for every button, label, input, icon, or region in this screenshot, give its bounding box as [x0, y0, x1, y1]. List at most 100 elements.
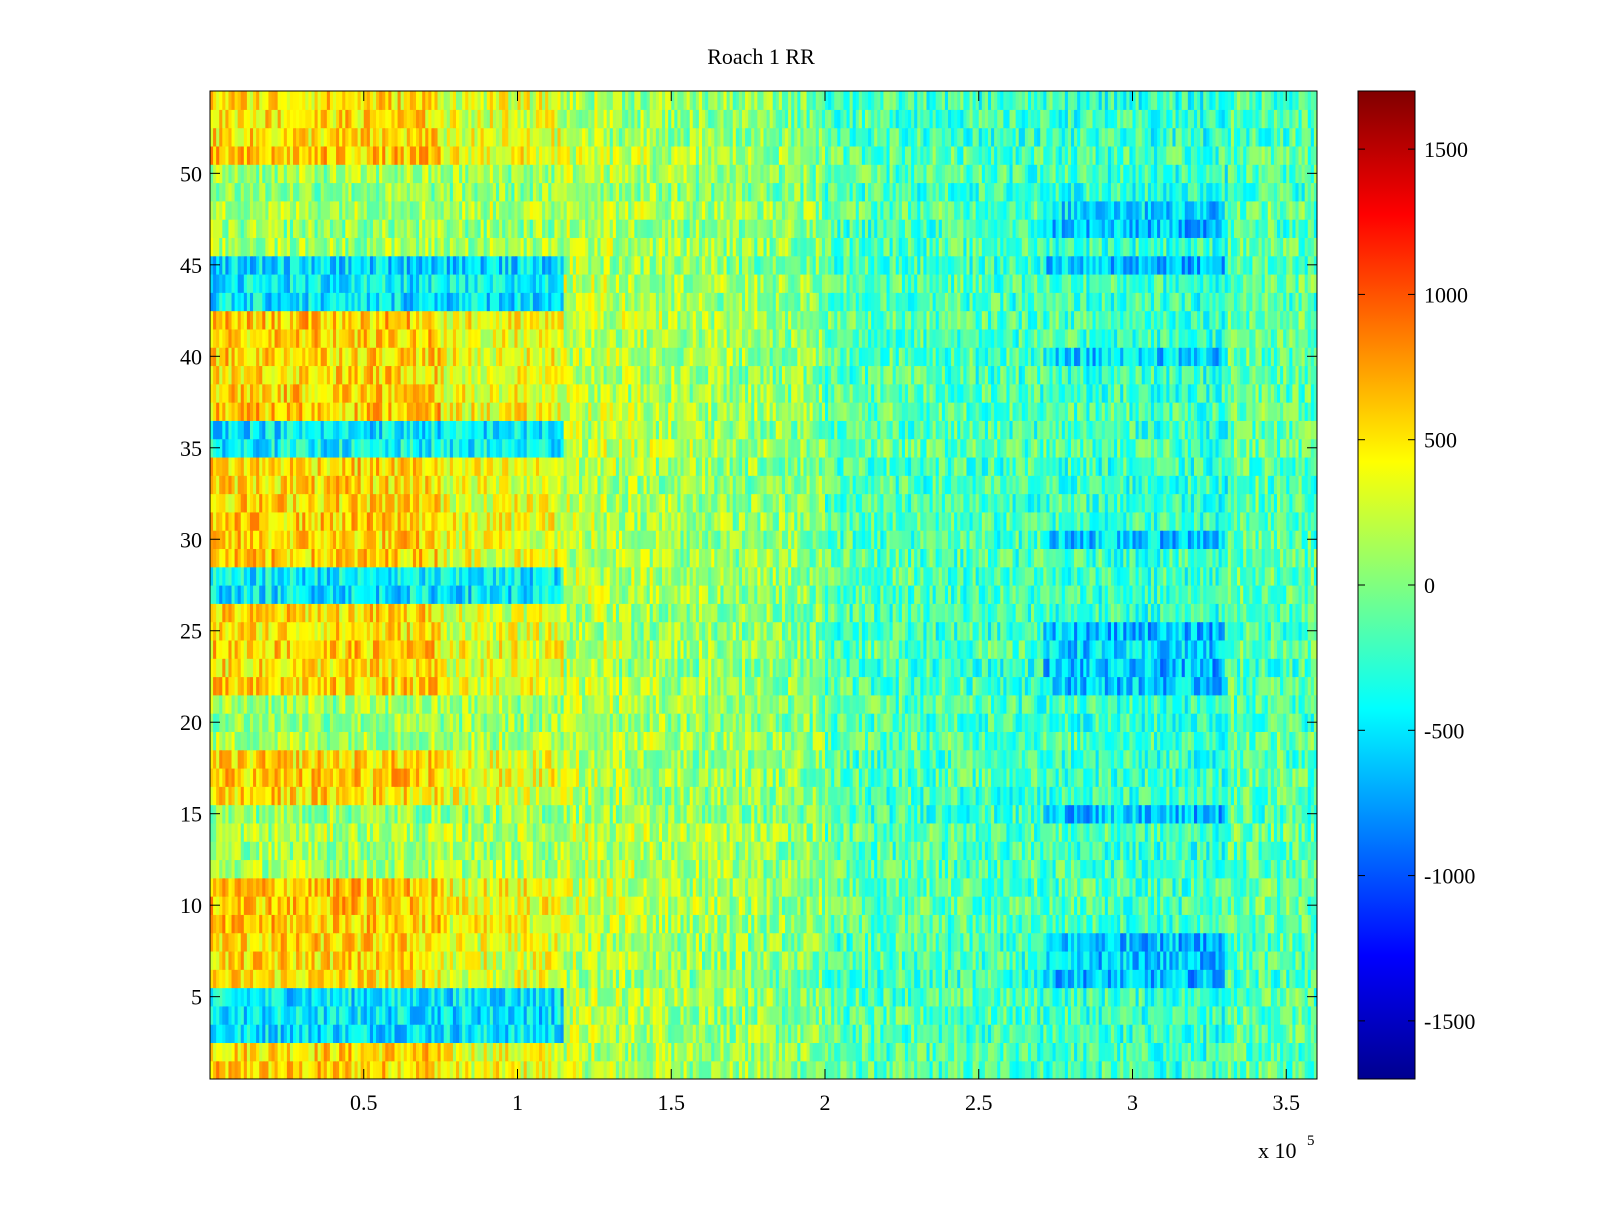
heatmap-cell	[471, 1005, 476, 1025]
heatmap-cell	[1098, 987, 1103, 1007]
heatmap-cell	[489, 1024, 494, 1044]
heatmap-cell	[828, 1060, 832, 1079]
heatmap-cell	[785, 932, 789, 952]
heatmap-cell	[1243, 1042, 1247, 1062]
heatmap-cell	[969, 914, 974, 934]
heatmap-cell	[539, 987, 543, 1007]
heatmap-cell	[542, 987, 546, 1007]
heatmap-cell	[825, 1005, 829, 1025]
heatmap-cell	[225, 969, 230, 989]
heatmap-cell	[1021, 1060, 1026, 1079]
heatmap-cell	[800, 877, 805, 897]
heatmap-cell	[1283, 1005, 1287, 1025]
heatmap-cell	[597, 1042, 602, 1062]
heatmap-cell	[532, 896, 537, 915]
heatmap-cell	[658, 1005, 663, 1025]
heatmap-cell	[449, 1060, 454, 1079]
heatmap-cell	[376, 969, 380, 989]
heatmap-cell	[794, 877, 798, 897]
heatmap-cell	[329, 877, 334, 897]
heatmap-cell	[1006, 950, 1011, 970]
heatmap-cell	[677, 1024, 682, 1044]
heatmap-cell	[803, 1060, 808, 1079]
heatmap-cell	[708, 950, 712, 970]
heatmap-cell	[243, 1042, 248, 1062]
heatmap-cell	[1083, 914, 1087, 934]
heatmap-cell	[1233, 969, 1238, 989]
heatmap-cell	[655, 969, 660, 989]
heatmap-cell	[606, 914, 611, 934]
heatmap-cell	[938, 896, 943, 915]
heatmap-cell	[437, 987, 442, 1007]
heatmap-cell	[391, 896, 396, 915]
heatmap-cell	[868, 969, 872, 989]
heatmap-cell	[625, 877, 629, 897]
heatmap-cell	[1034, 914, 1038, 934]
heatmap-cell	[735, 914, 740, 934]
heatmap-cell	[643, 1060, 648, 1079]
heatmap-cell	[299, 1005, 303, 1025]
heatmap-cell	[400, 1042, 405, 1062]
heatmap-cell	[234, 877, 239, 897]
heatmap-cell	[1003, 950, 1008, 970]
heatmap-cell	[834, 969, 838, 989]
heatmap-cell	[289, 914, 294, 934]
heatmap-cell	[569, 1042, 574, 1062]
heatmap-cell	[1074, 1042, 1078, 1062]
heatmap-cell	[791, 914, 795, 934]
heatmap-cell	[1181, 896, 1186, 915]
heatmap-cell	[1261, 1042, 1266, 1062]
heatmap-cell	[757, 987, 762, 1007]
heatmap-cell	[609, 1024, 614, 1044]
heatmap-cell	[615, 1042, 620, 1062]
heatmap-cell	[1147, 969, 1152, 989]
heatmap-cell	[302, 987, 306, 1007]
heatmap-cell	[1270, 896, 1275, 915]
heatmap-cell	[674, 1042, 679, 1062]
heatmap-cell	[526, 896, 531, 915]
heatmap-cell	[1270, 914, 1275, 934]
heatmap-cell	[904, 969, 909, 989]
heatmap-cell	[483, 969, 488, 989]
heatmap-cell	[926, 1060, 931, 1079]
heatmap-cell	[1261, 896, 1266, 915]
heatmap-cell	[981, 896, 986, 915]
heatmap-cell	[517, 1060, 522, 1079]
heatmap-cell	[874, 932, 878, 952]
heatmap-cell	[351, 950, 356, 970]
heatmap-cell	[1110, 914, 1115, 934]
heatmap-cell	[886, 987, 891, 1007]
heatmap-cell	[745, 932, 749, 952]
heatmap-cell	[1126, 914, 1131, 934]
heatmap-cell	[935, 1005, 940, 1025]
heatmap-cell	[1218, 1042, 1223, 1062]
heatmap-cell	[588, 969, 592, 989]
heatmap-cell	[308, 1005, 313, 1025]
heatmap-cell	[1120, 950, 1124, 970]
heatmap-cell	[911, 914, 915, 934]
heatmap-cell	[557, 1005, 562, 1025]
heatmap-cell	[923, 1024, 928, 1044]
heatmap-cell	[778, 932, 783, 952]
heatmap-cell	[665, 896, 669, 915]
heatmap-cell	[966, 1005, 971, 1025]
heatmap-cell	[412, 969, 417, 989]
heatmap-cell	[412, 1060, 417, 1079]
heatmap-cell	[333, 1042, 337, 1062]
heatmap-cell	[923, 896, 928, 915]
heatmap-cell	[579, 877, 583, 897]
heatmap-cell	[274, 896, 279, 915]
heatmap-cell	[1227, 1060, 1232, 1079]
heatmap-cell	[637, 877, 642, 897]
heatmap-cell	[379, 1005, 383, 1025]
heatmap-cell	[1206, 896, 1210, 915]
heatmap-cell	[305, 932, 309, 952]
heatmap-cell	[840, 950, 845, 970]
heatmap-cell	[517, 1042, 522, 1062]
heatmap-cell	[994, 1042, 998, 1062]
heatmap-cell	[474, 877, 479, 897]
heatmap-cell	[1240, 1060, 1244, 1079]
heatmap-cell	[606, 1005, 611, 1025]
heatmap-cell	[1163, 1005, 1167, 1025]
heatmap-cell	[529, 914, 534, 934]
